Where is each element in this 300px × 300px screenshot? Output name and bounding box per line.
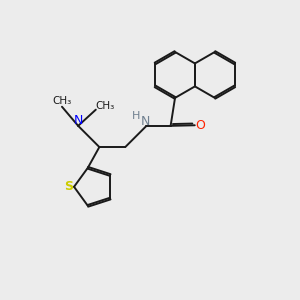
Text: O: O [195,119,205,132]
Text: CH₃: CH₃ [52,96,72,106]
Text: N: N [140,115,150,128]
Text: N: N [74,114,83,127]
Text: H: H [132,111,140,122]
Text: S: S [64,180,73,193]
Text: CH₃: CH₃ [95,101,114,111]
